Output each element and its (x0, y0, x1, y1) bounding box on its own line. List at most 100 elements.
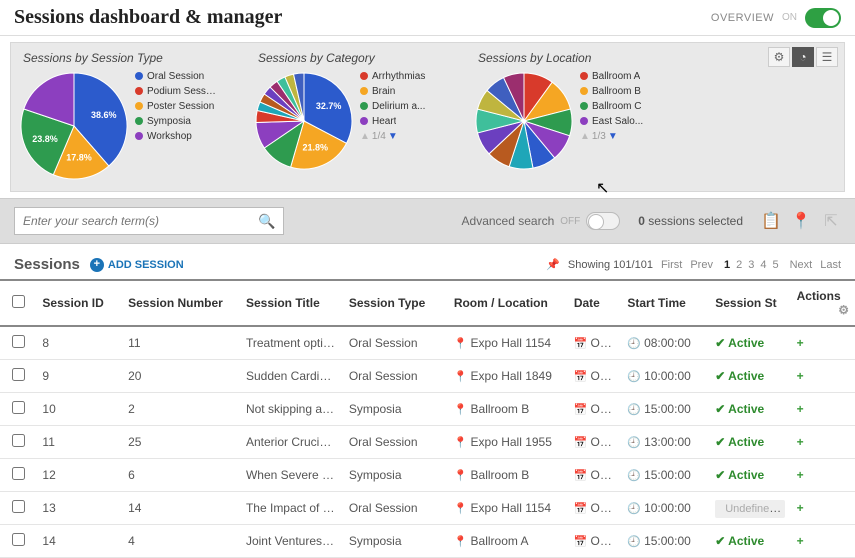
legend-item: Symposia (135, 116, 217, 127)
showing-text: Showing 101/101 (568, 259, 653, 271)
cell-date: 📅Oct ... (568, 393, 622, 426)
col-head[interactable]: Room / Location (448, 280, 568, 326)
page-num[interactable]: 5 (772, 259, 778, 271)
cell-title: The Impact of Sl... (240, 492, 343, 525)
col-head[interactable]: Session Title (240, 280, 343, 326)
pager-last[interactable]: Last (820, 259, 841, 271)
cell-status: Undefined (709, 492, 790, 525)
cell-num: 4 (122, 525, 240, 558)
col-head[interactable]: Session St (709, 280, 790, 326)
clipboard-icon[interactable]: 📋 (761, 211, 781, 231)
overview-toggle[interactable] (805, 8, 841, 28)
status-badge: Active (715, 369, 764, 383)
cell-actions[interactable]: + (791, 393, 855, 426)
chart-mode-icon[interactable]: ◔ (792, 47, 814, 67)
advanced-toggle[interactable] (586, 212, 620, 230)
table-row: 14 4 Joint Ventures: ... Symposia 📍Ballr… (0, 525, 855, 558)
row-checkbox[interactable] (12, 434, 25, 447)
sessions-heading: Sessions (14, 256, 80, 273)
cell-id: 8 (36, 326, 122, 360)
cell-time: 🕘10:00:00 (621, 492, 709, 525)
legend-item: Ballroom B (580, 86, 643, 97)
legend-item: Poster Session (135, 101, 217, 112)
clock-icon: 🕘 (627, 503, 641, 515)
cell-id: 14 (36, 525, 122, 558)
add-icon[interactable]: + (797, 336, 804, 350)
page-num[interactable]: 4 (760, 259, 766, 271)
chart-title: Sessions by Session Type (23, 51, 244, 65)
search-bar: 🔍 Advanced search OFF 0 sessions selecte… (0, 198, 855, 244)
col-head[interactable]: Actions ⚙ (791, 280, 855, 326)
legend-item: East Salo... (580, 116, 643, 127)
row-checkbox[interactable] (12, 500, 25, 513)
svg-text:17.8%: 17.8% (66, 152, 92, 162)
col-head[interactable]: Start Time (621, 280, 709, 326)
search-input[interactable] (15, 214, 251, 228)
cell-num: 6 (122, 459, 240, 492)
cell-actions[interactable]: + (791, 326, 855, 360)
add-icon[interactable]: + (797, 468, 804, 482)
add-icon[interactable]: + (797, 534, 804, 548)
cell-status: Active (709, 426, 790, 459)
legend-item: Heart (360, 116, 425, 127)
chart-pager[interactable]: ▲ 1/3 ▼ (580, 131, 643, 142)
cell-actions[interactable]: + (791, 360, 855, 393)
add-icon[interactable]: + (797, 435, 804, 449)
col-head[interactable]: Session Type (343, 280, 448, 326)
row-checkbox[interactable] (12, 533, 25, 546)
add-icon[interactable]: + (797, 501, 804, 515)
legend-item: Brain (360, 86, 425, 97)
selected-count: 0 sessions selected (638, 214, 743, 228)
gear-icon[interactable]: ⚙ (838, 303, 849, 317)
add-session-button[interactable]: + ADD SESSION (90, 258, 184, 272)
add-icon[interactable]: + (797, 402, 804, 416)
cell-actions[interactable]: + (791, 426, 855, 459)
status-badge: Active (715, 468, 764, 482)
row-checkbox[interactable] (12, 401, 25, 414)
pin-small-icon[interactable]: 📌 (546, 258, 560, 271)
table-row: 11 25 Anterior Cruciat... Oral Session 📍… (0, 426, 855, 459)
cell-status: Active (709, 360, 790, 393)
add-icon[interactable]: + (797, 369, 804, 383)
row-checkbox[interactable] (12, 467, 25, 480)
chart-pager[interactable]: ▲ 1/4 ▼ (360, 131, 425, 142)
location-icon: 📍 (454, 371, 468, 383)
select-all-checkbox[interactable] (12, 295, 25, 308)
col-head[interactable]: Session Number (122, 280, 240, 326)
overview-label: OVERVIEW (711, 12, 774, 24)
cell-status: Active (709, 326, 790, 360)
pin-icon[interactable]: 📍 (791, 211, 811, 231)
row-checkbox[interactable] (12, 368, 25, 381)
chart-title: Sessions by Category (258, 51, 464, 65)
cell-actions[interactable]: + (791, 459, 855, 492)
cell-actions[interactable]: + (791, 525, 855, 558)
cell-type: Symposia (343, 459, 448, 492)
page-title: Sessions dashboard & manager (14, 6, 282, 29)
col-head[interactable]: Date (568, 280, 622, 326)
calendar-icon: 📅 (574, 371, 588, 383)
cell-actions[interactable]: + (791, 492, 855, 525)
pager-prev[interactable]: Prev (690, 259, 713, 271)
status-badge: Active (715, 336, 764, 350)
cell-num: 11 (122, 326, 240, 360)
cell-id: 13 (36, 492, 122, 525)
advanced-off: OFF (560, 216, 580, 227)
page-num[interactable]: 2 (736, 259, 742, 271)
search-icon[interactable]: 🔍 (251, 213, 283, 230)
cell-num: 2 (122, 393, 240, 426)
cell-type: Symposia (343, 393, 448, 426)
row-checkbox[interactable] (12, 335, 25, 348)
page-num[interactable]: 3 (748, 259, 754, 271)
external-icon[interactable]: ⇱ (821, 211, 841, 231)
cell-date: 📅Oct ... (568, 459, 622, 492)
cell-time: 🕘08:00:00 (621, 326, 709, 360)
page-num[interactable]: 1 (724, 259, 730, 271)
list-mode-icon[interactable]: ☰ (816, 47, 838, 67)
cell-title: Treatment optio... (240, 326, 343, 360)
col-head[interactable]: Session ID (36, 280, 122, 326)
calendar-icon: 📅 (574, 437, 588, 449)
pager-next[interactable]: Next (790, 259, 813, 271)
pager-first[interactable]: First (661, 259, 682, 271)
location-icon: 📍 (454, 470, 468, 482)
gear-icon[interactable]: ⚙ (768, 47, 790, 67)
